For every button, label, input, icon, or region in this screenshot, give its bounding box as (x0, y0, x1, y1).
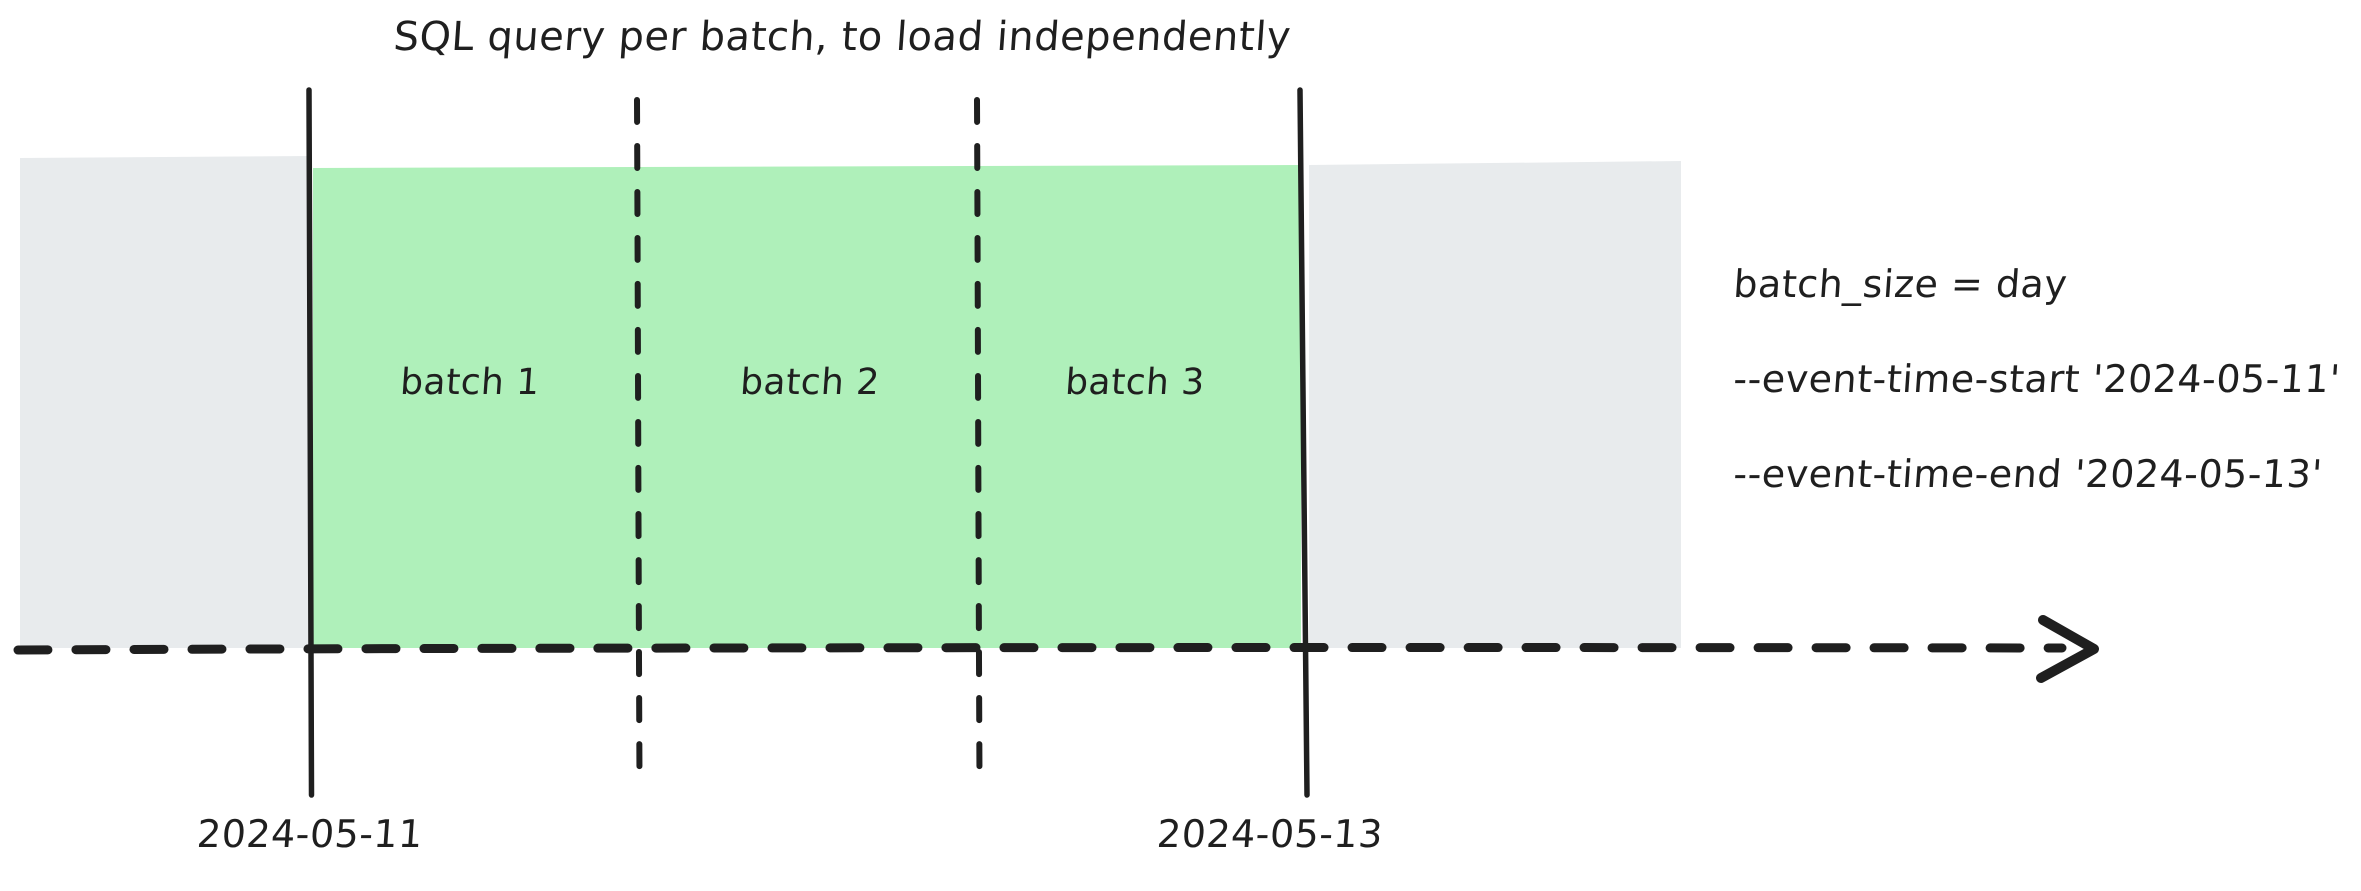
note-event-time-start: --event-time-start '2024-05-11' (1732, 357, 2342, 401)
batch-divider-1 (634, 97, 643, 783)
range-end-boundary-line (1297, 87, 1310, 798)
batch-label-1: batch 1 (398, 362, 542, 403)
batch-divider-2 (974, 97, 983, 783)
axis-date-label-start: 2024-05-11 (195, 812, 425, 856)
axis-date-label-end: 2024-05-13 (1155, 812, 1385, 856)
note-batch-size: batch_size = day (1732, 262, 2069, 306)
range-start-boundary-line (306, 87, 315, 798)
batch-label-2: batch 2 (738, 362, 882, 403)
out-of-range-band-right (1309, 161, 1681, 648)
out-of-range-band-left (20, 156, 311, 648)
batch-label-3: batch 3 (1063, 362, 1207, 403)
diagram-title: SQL query per batch, to load independent… (392, 14, 1293, 60)
time-axis-line (13, 643, 2067, 655)
note-event-time-end: --event-time-end '2024-05-13' (1732, 452, 2324, 496)
selected-range-band (313, 165, 1301, 648)
time-axis-arrow-icon (2036, 615, 2099, 683)
